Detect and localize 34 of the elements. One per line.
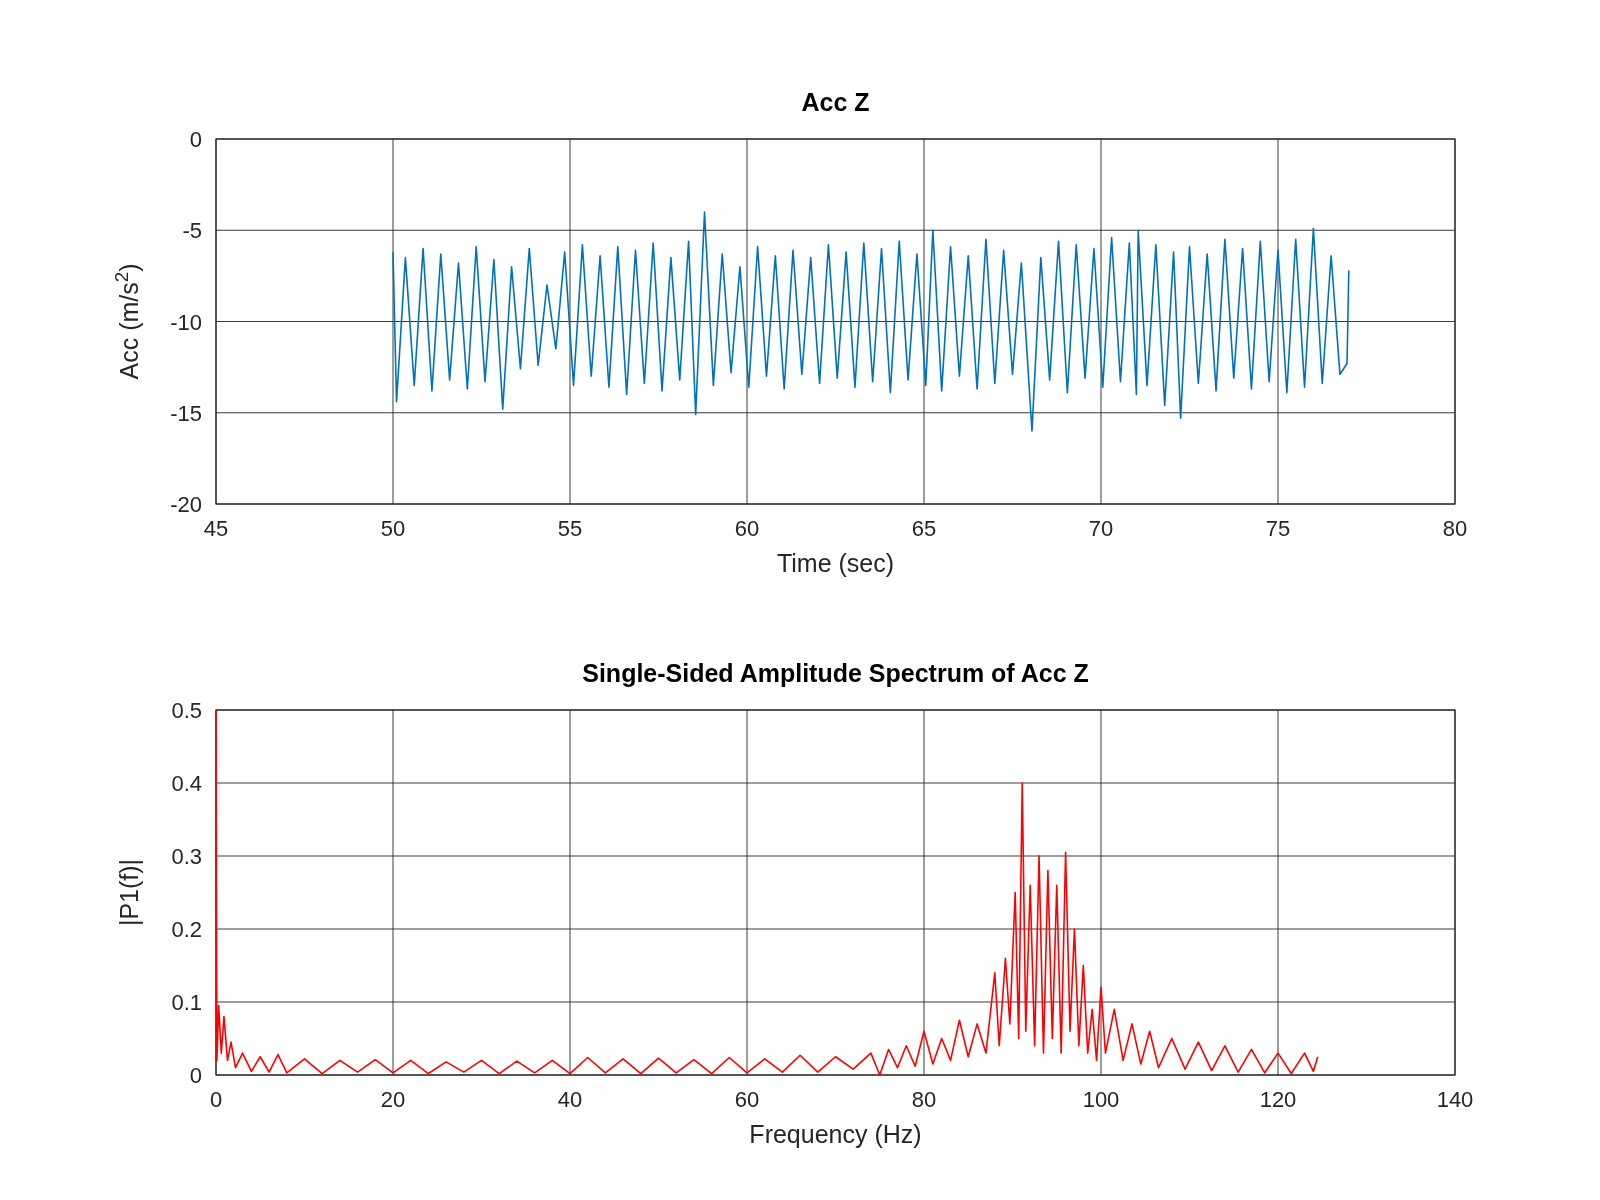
x-tick-label: 80 — [1442, 516, 1468, 541]
x-tick-label: 65 — [911, 516, 937, 541]
y-tick-label: -20 — [170, 492, 202, 517]
y-tick-label: 0.1 — [171, 990, 202, 1015]
x-tick-label: 80 — [911, 1087, 937, 1112]
x-tick-label: 40 — [557, 1087, 583, 1112]
line-series — [215, 709, 1319, 1076]
y-tick-label: 0 — [189, 127, 202, 152]
x-tick-label: 60 — [734, 1087, 760, 1112]
chart-title: Acc Z — [801, 88, 870, 116]
x-tick-label: 60 — [734, 516, 760, 541]
y-tick-label: 0.3 — [171, 844, 202, 869]
line-series — [392, 211, 1350, 432]
y-tick-label: -10 — [170, 309, 202, 335]
x-tick-label: 100 — [1082, 1087, 1120, 1112]
x-tick-label: 20 — [380, 1087, 406, 1112]
x-tick-label: 45 — [203, 516, 229, 541]
x-axis-title: Frequency (Hz) — [749, 1120, 922, 1148]
y-tick-label: -5 — [182, 218, 202, 244]
x-tick-label: 55 — [557, 516, 583, 541]
x-tick-label: 75 — [1265, 516, 1291, 541]
x-tick-label: 70 — [1088, 516, 1114, 541]
x-tick-label: 0 — [209, 1087, 223, 1112]
y-axis-title: |P1(f)| — [115, 858, 143, 927]
x-axis-title: Time (sec) — [776, 549, 895, 577]
y-tick-label: 0.4 — [171, 771, 202, 796]
y-tick-label: 0.2 — [171, 917, 202, 942]
x-tick-label: 140 — [1436, 1087, 1474, 1112]
chart-title: Single-Sided Amplitude Spectrum of Acc Z — [582, 659, 1089, 687]
y-tick-label: -15 — [170, 400, 202, 426]
y-tick-label: 0.5 — [171, 698, 202, 723]
y-tick-label: 0 — [189, 1063, 202, 1088]
x-tick-label: 120 — [1259, 1087, 1297, 1112]
x-tick-label: 50 — [380, 516, 406, 541]
